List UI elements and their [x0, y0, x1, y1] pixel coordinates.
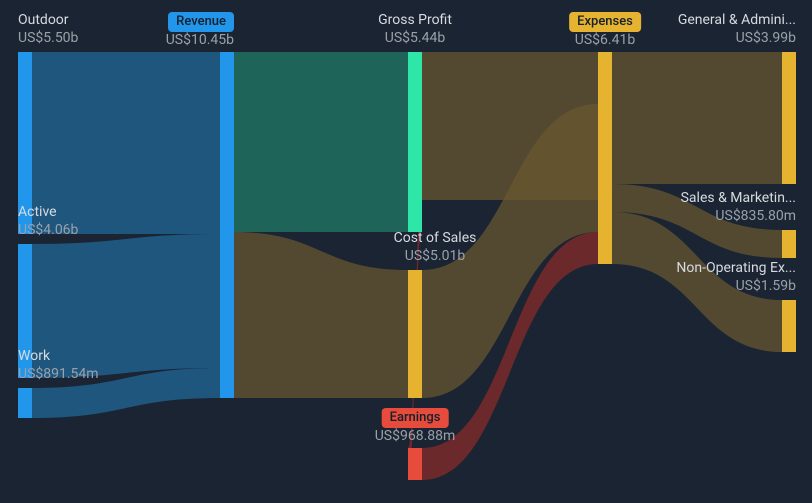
node-nonop[interactable] — [782, 300, 796, 352]
sankey-chart: OutdoorUS$5.50bActiveUS$4.06bWorkUS$891.… — [0, 0, 812, 503]
node-earnings[interactable] — [408, 448, 422, 480]
node-outdoor[interactable] — [18, 52, 32, 234]
node-cost[interactable] — [408, 270, 422, 398]
flow-revenue-gross — [234, 52, 408, 232]
node-sm[interactable] — [782, 230, 796, 258]
node-active[interactable] — [18, 244, 32, 378]
flow-outdoor-revenue — [32, 52, 220, 234]
flow-active-revenue — [32, 234, 220, 378]
node-work[interactable] — [18, 388, 32, 418]
node-gross[interactable] — [408, 52, 422, 232]
sankey-svg — [0, 0, 812, 503]
node-ga[interactable] — [782, 52, 796, 184]
flow-expenses-ga — [612, 52, 782, 184]
flow-revenue-cost — [234, 232, 408, 398]
node-revenue[interactable] — [220, 52, 234, 398]
node-expenses[interactable] — [598, 52, 612, 264]
